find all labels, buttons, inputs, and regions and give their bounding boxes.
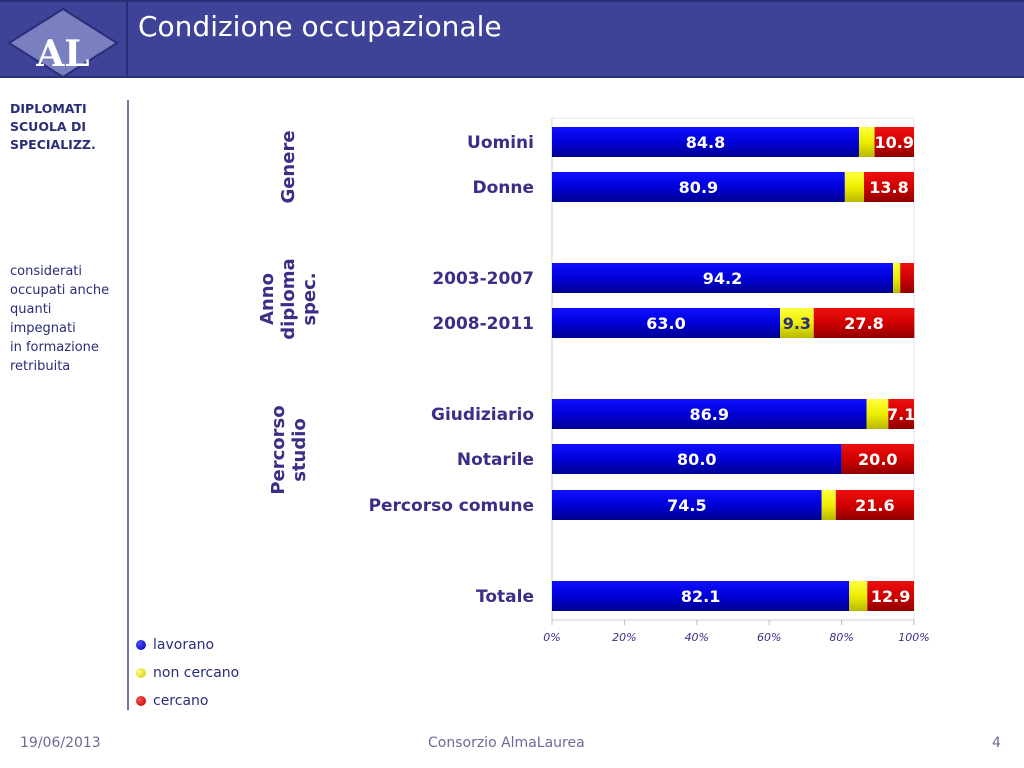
bar-segment-lavorano [552, 399, 867, 429]
bar-segment-non-cercano [780, 308, 814, 338]
header-bottom-rule [0, 76, 1024, 78]
legend-label: non cercano [153, 665, 240, 681]
data-label: 94.2 [703, 269, 742, 288]
category-label: Uomini [467, 133, 534, 153]
stacked-bar-chart: 84.8 10.9 Uomini 80.9 13.8 Donne 94.2 2003-2007… [369, 117, 930, 644]
bar-segment-lavorano [552, 263, 894, 293]
x-tick-label: 0% [543, 631, 560, 644]
data-label: 80.9 [679, 178, 718, 197]
category-label: 2008-2011 [432, 314, 534, 334]
bar-segment-cercano [900, 263, 914, 293]
side-note: considerati occupati anche quanti impegn… [10, 262, 109, 376]
legend-label: cercano [153, 693, 209, 709]
header-bar: AL Condizione occupazionale [0, 0, 1024, 79]
data-label: 80.0 [677, 450, 716, 469]
side-divider [127, 100, 129, 710]
footer-page-number: 4 [992, 735, 1001, 751]
data-label: 63.0 [646, 314, 685, 333]
side-note-line: in formazione [10, 340, 99, 355]
side-note-line: considerati [10, 264, 82, 279]
category-label: Totale [476, 587, 534, 607]
data-label: 7.1 [887, 405, 915, 424]
footer-organization: Consorzio AlmaLaurea [428, 735, 585, 751]
bar-segment-non-cercano [858, 127, 875, 157]
category-label: Donne [472, 178, 534, 198]
legend-swatch-icon [136, 696, 146, 706]
bar-segment-lavorano [552, 172, 845, 202]
bar-segment-lavorano [552, 490, 822, 520]
bar-segment-non-cercano [844, 172, 865, 202]
footer-date: 19/06/2013 [20, 735, 101, 751]
bar-segment-cercano [874, 127, 914, 157]
bar-segment-non-cercano [893, 263, 901, 293]
header-top-rule [0, 0, 1024, 2]
category-label: Percorso comune [369, 496, 534, 516]
side-note-line: impegnati [10, 321, 76, 336]
bar-segment-cercano [864, 172, 914, 202]
side-title-line: SPECIALIZZ. [10, 137, 96, 152]
legend-item-lavorano: lavorano [136, 637, 214, 653]
logo-box: AL [0, 0, 128, 79]
bar-segment-non-cercano [849, 581, 868, 611]
legend-label: lavorano [153, 637, 215, 653]
side-note-line: occupati anche [10, 283, 110, 298]
bar-segment-lavorano [552, 444, 842, 474]
data-label: 86.9 [690, 405, 729, 424]
category-label: 2003-2007 [432, 269, 534, 289]
bar-segment-cercano [867, 581, 914, 611]
logo-text: AL [35, 33, 89, 75]
x-tick-label: 40% [685, 631, 709, 644]
bar-segment-lavorano [552, 581, 850, 611]
page-title: Condizione occupazionale [138, 10, 502, 43]
data-label: 9.3 [783, 314, 811, 333]
bar-segment-non-cercano [866, 399, 889, 429]
side-note-line: quanti [10, 302, 52, 317]
almalaurea-logo: AL [7, 7, 119, 79]
data-label: 12.9 [871, 587, 910, 606]
x-tick-label: 80% [829, 631, 853, 644]
side-title-line: SCUOLA DI [10, 119, 86, 134]
bar-segment-cercano [835, 490, 914, 520]
bar-segment-lavorano [552, 308, 781, 338]
bar-segment-cercano [841, 444, 914, 474]
side-note-line: retribuita [10, 359, 71, 374]
data-label: 21.6 [855, 496, 894, 515]
x-tick-label: 100% [898, 631, 929, 644]
category-label: Giudiziario [431, 405, 534, 425]
bar-segment-non-cercano [821, 490, 836, 520]
bar-segment-cercano [813, 308, 915, 338]
data-label: 10.9 [875, 133, 914, 152]
legend-swatch-icon [136, 668, 146, 678]
plot-area: 84.8 10.9 Uomini 80.9 13.8 Donne 94.2 2003-2007… [369, 117, 930, 644]
data-label: 27.8 [844, 314, 883, 333]
data-label: 13.8 [869, 178, 908, 197]
data-label: 82.1 [681, 587, 720, 606]
bar-segment-cercano [888, 399, 914, 429]
x-tick-label: 20% [612, 631, 636, 644]
side-title-line: DIPLOMATI [10, 101, 87, 116]
category-label: Notarile [457, 450, 534, 470]
data-label: 84.8 [686, 133, 725, 152]
side-title: DIPLOMATI SCUOLA DI SPECIALIZZ. [10, 100, 96, 154]
bar-segment-lavorano [552, 127, 859, 157]
x-tick-label: 60% [757, 631, 781, 644]
data-label: 74.5 [667, 496, 706, 515]
legend-item-cercano: cercano [136, 693, 208, 709]
legend-item-non-cercano: non cercano [136, 665, 239, 681]
legend-swatch-icon [136, 640, 146, 650]
data-label: 20.0 [858, 450, 897, 469]
